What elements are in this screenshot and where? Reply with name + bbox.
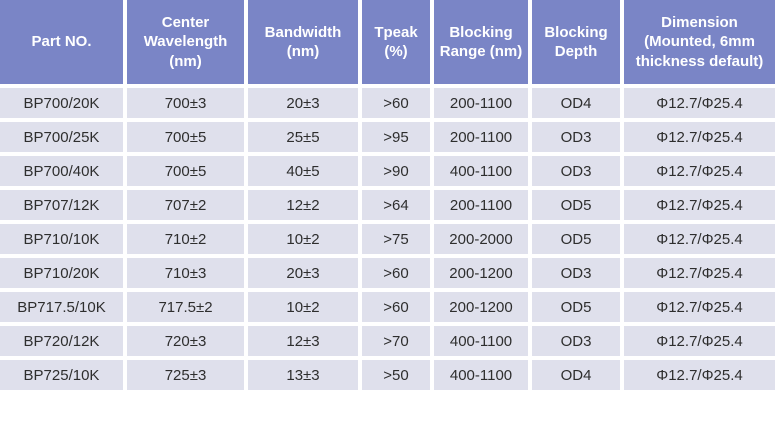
cell-tpeak: >70 (362, 326, 434, 360)
cell-bandwidth: 10±2 (248, 292, 362, 326)
table-row: BP717.5/10K 717.5±2 10±2 >60 200-1200 OD… (0, 292, 775, 326)
cell-center-wavelength: 717.5±2 (127, 292, 248, 326)
cell-blocking-range: 200-1100 (434, 122, 532, 156)
cell-dimension: Φ12.7/Φ25.4 (624, 326, 775, 360)
cell-part-no: BP707/12K (0, 190, 127, 224)
cell-blocking-range: 200-1100 (434, 190, 532, 224)
table-row: BP707/12K 707±2 12±2 >64 200-1100 OD5 Φ1… (0, 190, 775, 224)
cell-blocking-range: 200-2000 (434, 224, 532, 258)
cell-center-wavelength: 700±5 (127, 156, 248, 190)
cell-tpeak: >50 (362, 360, 434, 394)
cell-dimension: Φ12.7/Φ25.4 (624, 122, 775, 156)
table-row: BP720/12K 720±3 12±3 >70 400-1100 OD3 Φ1… (0, 326, 775, 360)
cell-dimension: Φ12.7/Φ25.4 (624, 156, 775, 190)
cell-part-no: BP717.5/10K (0, 292, 127, 326)
header-row: Part NO. Center Wavelength (nm) Bandwidt… (0, 0, 775, 88)
cell-blocking-depth: OD5 (532, 292, 624, 326)
cell-center-wavelength: 700±5 (127, 122, 248, 156)
table-row: BP700/20K 700±3 20±3 >60 200-1100 OD4 Φ1… (0, 88, 775, 122)
col-header-center-wavelength: Center Wavelength (nm) (127, 0, 248, 88)
cell-tpeak: >64 (362, 190, 434, 224)
cell-center-wavelength: 710±3 (127, 258, 248, 292)
table-row: BP710/20K 710±3 20±3 >60 200-1200 OD3 Φ1… (0, 258, 775, 292)
cell-blocking-depth: OD5 (532, 190, 624, 224)
cell-blocking-range: 200-1100 (434, 88, 532, 122)
cell-bandwidth: 40±5 (248, 156, 362, 190)
cell-part-no: BP725/10K (0, 360, 127, 394)
col-header-tpeak: Tpeak (%) (362, 0, 434, 88)
cell-center-wavelength: 710±2 (127, 224, 248, 258)
cell-center-wavelength: 725±3 (127, 360, 248, 394)
cell-tpeak: >60 (362, 258, 434, 292)
cell-center-wavelength: 700±3 (127, 88, 248, 122)
cell-blocking-range: 200-1200 (434, 292, 532, 326)
col-header-blocking-depth: Blocking Depth (532, 0, 624, 88)
table-body: BP700/20K 700±3 20±3 >60 200-1100 OD4 Φ1… (0, 88, 775, 394)
cell-part-no: BP710/10K (0, 224, 127, 258)
cell-bandwidth: 20±3 (248, 88, 362, 122)
cell-tpeak: >90 (362, 156, 434, 190)
cell-dimension: Φ12.7/Φ25.4 (624, 88, 775, 122)
cell-part-no: BP700/25K (0, 122, 127, 156)
table-row: BP725/10K 725±3 13±3 >50 400-1100 OD4 Φ1… (0, 360, 775, 394)
cell-blocking-range: 200-1200 (434, 258, 532, 292)
cell-dimension: Φ12.7/Φ25.4 (624, 224, 775, 258)
filter-spec-table: Part NO. Center Wavelength (nm) Bandwidt… (0, 0, 775, 394)
cell-dimension: Φ12.7/Φ25.4 (624, 360, 775, 394)
cell-bandwidth: 20±3 (248, 258, 362, 292)
table-header: Part NO. Center Wavelength (nm) Bandwidt… (0, 0, 775, 88)
cell-blocking-depth: OD3 (532, 156, 624, 190)
cell-bandwidth: 12±3 (248, 326, 362, 360)
cell-tpeak: >75 (362, 224, 434, 258)
col-header-part-no: Part NO. (0, 0, 127, 88)
cell-part-no: BP720/12K (0, 326, 127, 360)
table-row: BP700/25K 700±5 25±5 >95 200-1100 OD3 Φ1… (0, 122, 775, 156)
cell-center-wavelength: 720±3 (127, 326, 248, 360)
cell-dimension: Φ12.7/Φ25.4 (624, 258, 775, 292)
cell-blocking-range: 400-1100 (434, 360, 532, 394)
cell-bandwidth: 13±3 (248, 360, 362, 394)
cell-blocking-depth: OD3 (532, 258, 624, 292)
cell-tpeak: >60 (362, 292, 434, 326)
cell-center-wavelength: 707±2 (127, 190, 248, 224)
cell-part-no: BP700/40K (0, 156, 127, 190)
cell-blocking-range: 400-1100 (434, 156, 532, 190)
cell-bandwidth: 10±2 (248, 224, 362, 258)
cell-dimension: Φ12.7/Φ25.4 (624, 190, 775, 224)
table-row: BP710/10K 710±2 10±2 >75 200-2000 OD5 Φ1… (0, 224, 775, 258)
cell-dimension: Φ12.7/Φ25.4 (624, 292, 775, 326)
cell-tpeak: >60 (362, 88, 434, 122)
col-header-dimension: Dimension (Mounted, 6mm thickness defaul… (624, 0, 775, 88)
cell-blocking-depth: OD5 (532, 224, 624, 258)
cell-tpeak: >95 (362, 122, 434, 156)
col-header-blocking-range: Blocking Range (nm) (434, 0, 532, 88)
cell-blocking-range: 400-1100 (434, 326, 532, 360)
cell-bandwidth: 12±2 (248, 190, 362, 224)
col-header-bandwidth: Bandwidth (nm) (248, 0, 362, 88)
cell-blocking-depth: OD3 (532, 122, 624, 156)
cell-blocking-depth: OD3 (532, 326, 624, 360)
cell-bandwidth: 25±5 (248, 122, 362, 156)
table-row: BP700/40K 700±5 40±5 >90 400-1100 OD3 Φ1… (0, 156, 775, 190)
cell-blocking-depth: OD4 (532, 88, 624, 122)
cell-part-no: BP710/20K (0, 258, 127, 292)
cell-blocking-depth: OD4 (532, 360, 624, 394)
cell-part-no: BP700/20K (0, 88, 127, 122)
